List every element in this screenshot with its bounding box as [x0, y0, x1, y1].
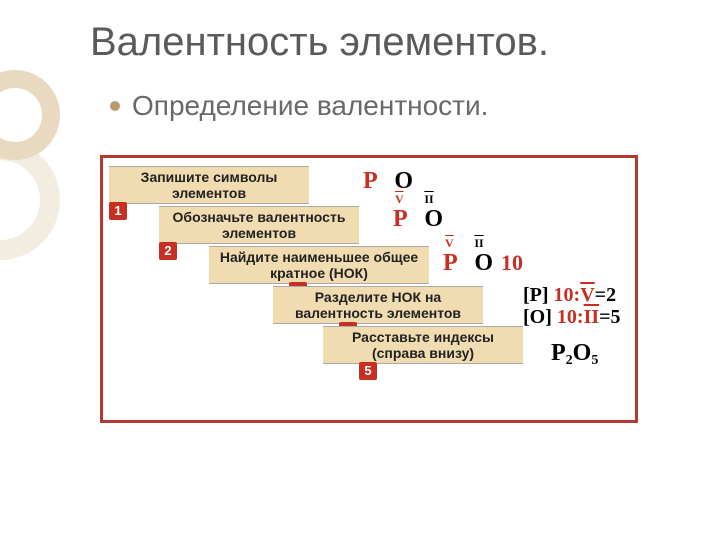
calcO-label: [O]: [523, 306, 552, 328]
step-5: Расставьте индексы (справа внизу): [323, 326, 523, 364]
calcP-lhs: 10:: [554, 284, 581, 306]
chem-P: P: [363, 168, 376, 194]
chem-final: P2O5: [551, 340, 598, 369]
calcO-rhs: =5: [599, 306, 620, 328]
chem-line2: V P II O: [393, 206, 443, 233]
step-3-label: Найдите наименьшее общее кратное (НОК): [220, 249, 418, 281]
step-2-label: Обозначьте валентность элементов: [173, 209, 346, 241]
chem-P3: P: [443, 250, 456, 276]
step-4: Разделите НОК на валентность элементов: [273, 286, 483, 324]
chem-O2: O: [424, 206, 443, 232]
bullet-item: Определение валентности.: [110, 90, 488, 122]
chem-line3: V P II O 10: [443, 250, 523, 277]
badge-2: 2: [159, 242, 177, 260]
final-5: 5: [591, 353, 598, 368]
badge-1: 1: [109, 202, 127, 220]
chem-calc-O: [O] 10:II=5: [523, 306, 621, 329]
val-V-1: V: [395, 192, 404, 207]
nok-10: 10: [501, 250, 523, 275]
chem-O3: O: [474, 250, 493, 276]
step-5-label: Расставьте индексы (справа внизу): [352, 329, 494, 361]
calcP-label: [P]: [523, 284, 549, 306]
step-3: Найдите наименьшее общее кратное (НОК): [209, 246, 429, 284]
step-1-label: Запишите символы элементов: [141, 169, 278, 201]
val-II-1: II: [424, 192, 433, 207]
bullet-icon: [110, 101, 120, 111]
page-title: Валентность элементов.: [90, 20, 549, 65]
step-2: Обозначьте валентность элементов: [159, 206, 359, 244]
chem-P2: P: [393, 206, 406, 232]
chem-line1: P O: [363, 168, 413, 195]
val-II-2: II: [474, 236, 483, 251]
final-O: O: [573, 340, 592, 366]
calcO-lhs: 10:: [557, 306, 584, 328]
step-1: Запишите символы элементов: [109, 166, 309, 204]
calcP-rhs: =2: [595, 284, 616, 306]
step-4-label: Разделите НОК на валентность элементов: [295, 289, 461, 321]
calcO-v: II: [584, 306, 600, 328]
chem-O: O: [394, 168, 413, 194]
final-P: P: [551, 340, 566, 366]
val-V-2: V: [445, 236, 454, 251]
chem-calc-P: [P] 10:V=2: [523, 284, 616, 307]
bullet-text: Определение валентности.: [132, 90, 488, 122]
final-2: 2: [566, 353, 573, 368]
decor-ring-inner: [0, 70, 60, 160]
diagram-box: Запишите символы элементов 1 Обозначьте …: [100, 155, 638, 423]
badge-5: 5: [359, 362, 377, 380]
calcP-v: V: [580, 284, 594, 306]
